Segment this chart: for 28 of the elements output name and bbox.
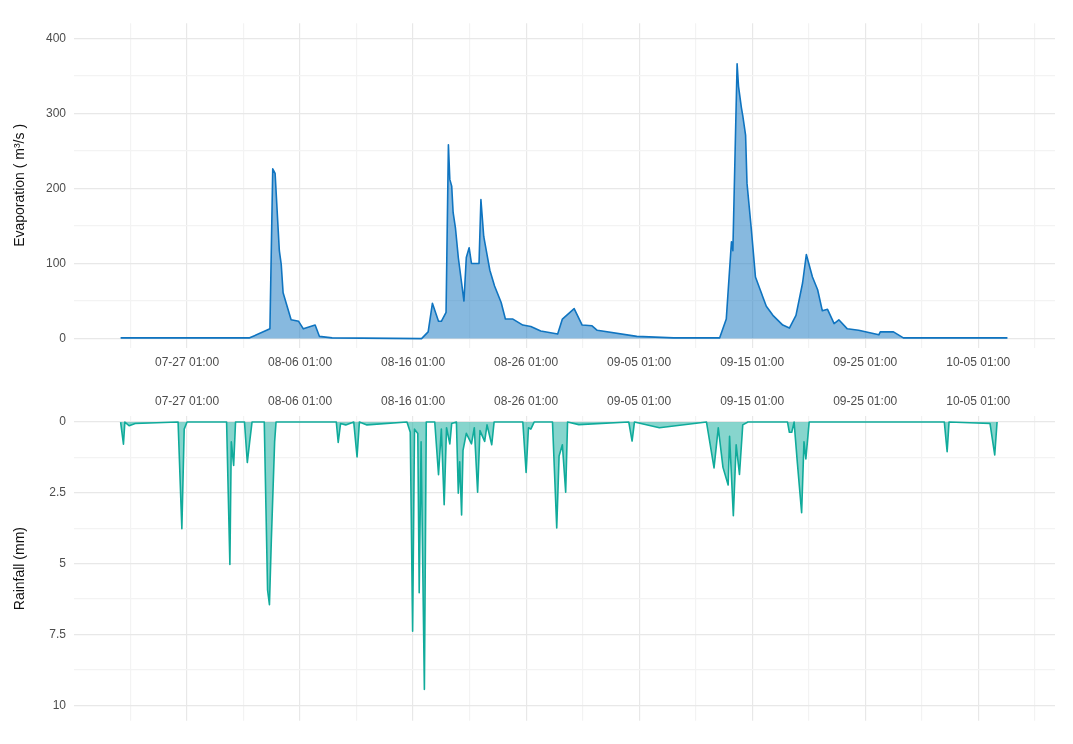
x-tick-label: 10-05 01:00 — [946, 393, 1011, 408]
y-tick-label: 7.5 — [49, 626, 67, 641]
x-tick-label: 09-25 01:00 — [833, 393, 898, 408]
x-tick-label: 09-15 01:00 — [720, 393, 785, 408]
y-tick-label: 5 — [59, 555, 67, 570]
x-tick-label: 09-05 01:00 — [607, 393, 672, 408]
y-tick-label: 10 — [52, 697, 67, 712]
y-tick-label: 200 — [45, 180, 67, 195]
y-tick-label: 300 — [45, 105, 67, 120]
x-tick-label: 08-26 01:00 — [494, 355, 559, 370]
y-tick-label: 2.5 — [49, 485, 67, 500]
x-tick-label: 08-16 01:00 — [381, 355, 446, 370]
y-axis-title: Evaporation ( m³/s ) — [11, 123, 28, 247]
x-tick-label: 08-06 01:00 — [268, 393, 333, 408]
x-tick-label: 07-27 01:00 — [155, 393, 220, 408]
y-tick-label: 400 — [45, 30, 67, 45]
x-tick-label: 09-25 01:00 — [833, 355, 898, 370]
y-tick-label: 0 — [59, 330, 67, 345]
y-tick-label: 0 — [59, 414, 67, 429]
y-tick-label: 100 — [45, 255, 67, 270]
x-tick-label: 09-05 01:00 — [607, 355, 672, 370]
y-axis-title: Rainfall (mm) — [11, 526, 28, 611]
x-tick-label: 08-26 01:00 — [494, 393, 559, 408]
x-tick-label: 07-27 01:00 — [155, 355, 220, 370]
x-tick-label: 08-16 01:00 — [381, 393, 446, 408]
x-tick-label: 10-05 01:00 — [946, 355, 1011, 370]
x-tick-label: 08-06 01:00 — [268, 355, 333, 370]
x-tick-label: 09-15 01:00 — [720, 355, 785, 370]
